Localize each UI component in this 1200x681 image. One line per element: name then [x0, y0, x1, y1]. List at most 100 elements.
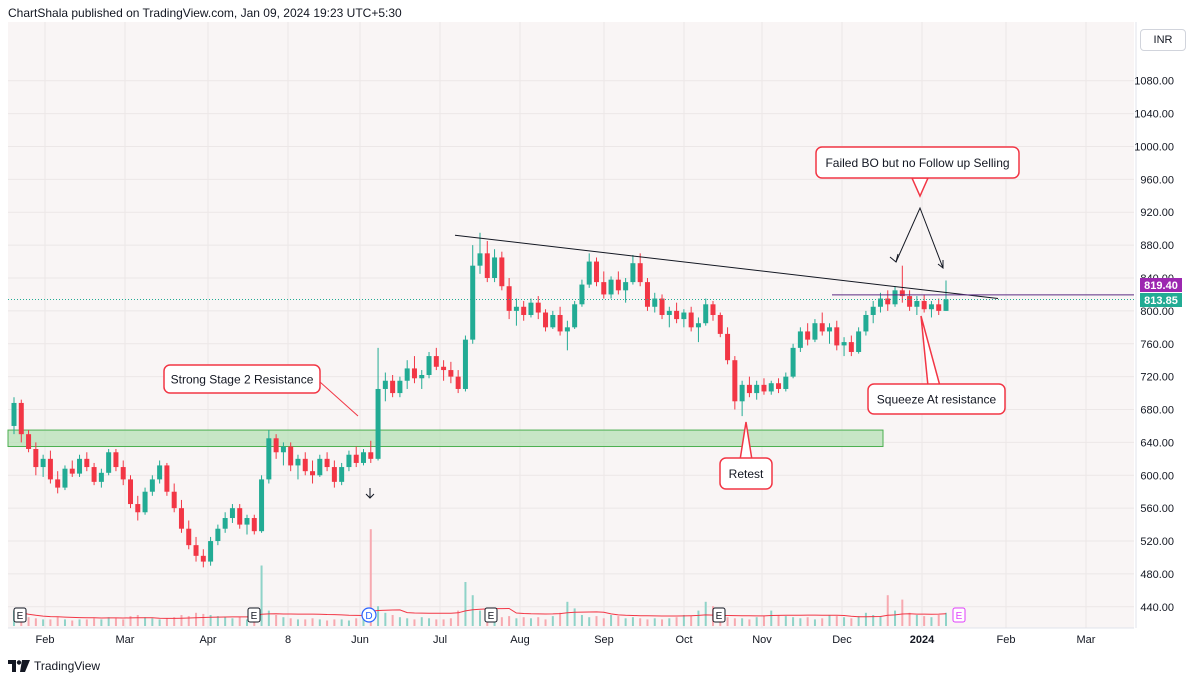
- volume-bar: [20, 615, 23, 626]
- volume-bar: [347, 620, 350, 626]
- volume-bar: [224, 617, 227, 626]
- volume-bar: [690, 616, 693, 626]
- volume-bar: [195, 612, 198, 626]
- candle-body: [295, 458, 301, 466]
- volume-bar: [741, 618, 744, 626]
- volume-bar: [49, 619, 52, 626]
- candle-body: [128, 479, 133, 505]
- candle-body: [492, 257, 498, 278]
- volume-bar: [136, 615, 139, 626]
- annotation-text: Failed BO but no Follow up Selling: [825, 156, 1009, 170]
- volume-bar: [129, 616, 132, 626]
- volume-bar: [56, 617, 59, 626]
- candle-body: [106, 452, 112, 473]
- currency-button[interactable]: INR: [1140, 29, 1186, 51]
- volume-bar: [275, 615, 278, 626]
- price-axis-label: 680.00: [1140, 405, 1174, 417]
- volume-value: 291.418K: [32, 44, 80, 56]
- volume-bar: [799, 618, 802, 626]
- candle-body: [229, 508, 235, 519]
- time-axis-label: 8: [285, 634, 291, 646]
- annotation-text: Squeeze At resistance: [877, 393, 997, 407]
- volume-bar: [646, 619, 649, 626]
- volume-bar: [544, 619, 547, 626]
- volume-bar: [529, 618, 532, 626]
- candle-body: [608, 279, 614, 295]
- price-axis-label: 480.00: [1140, 569, 1174, 581]
- volume-bar: [216, 616, 219, 626]
- change-value: +16.35 (+2.05%): [281, 29, 364, 41]
- candle-body: [208, 541, 214, 562]
- price-axis-label: 760.00: [1140, 339, 1174, 351]
- candle-body: [237, 508, 243, 525]
- candle-body: [877, 298, 883, 307]
- volume-bar: [930, 617, 933, 626]
- candle-body: [899, 290, 905, 297]
- candle-body: [841, 342, 847, 346]
- candle-body: [419, 374, 425, 379]
- candle-body: [404, 368, 410, 381]
- candle-body: [149, 479, 155, 492]
- price-axis-label: 800.00: [1140, 306, 1174, 318]
- candle-body: [135, 504, 141, 513]
- candle-body: [251, 518, 257, 532]
- time-axis-label: Jun: [351, 634, 369, 646]
- candle-body: [681, 312, 687, 320]
- open-value: 800.05: [112, 29, 147, 41]
- price-label-text: 819.40: [1144, 280, 1178, 292]
- time-axis-label: Nov: [752, 634, 772, 646]
- annotation-pointer: [739, 421, 753, 461]
- volume-bar: [173, 617, 176, 626]
- price-axis-label: 520.00: [1140, 536, 1174, 548]
- volume-bar: [85, 619, 88, 626]
- volume-bar: [762, 616, 765, 626]
- volume-bar: [624, 618, 627, 626]
- earnings-marker-icon: [484, 607, 498, 623]
- price-axis-label: 1080.00: [1134, 76, 1174, 88]
- volume-bar: [42, 619, 45, 626]
- candle-body: [390, 380, 396, 394]
- dividend-marker-icon: [361, 607, 377, 623]
- volume-bar: [522, 617, 525, 626]
- volume-bar: [406, 618, 409, 626]
- candle-body: [892, 290, 898, 305]
- volume-bar: [784, 616, 787, 626]
- candle-body: [375, 388, 381, 459]
- volume-bar: [588, 617, 591, 626]
- volume-bar: [566, 601, 569, 626]
- candle-body: [346, 454, 352, 468]
- volume-bar: [668, 618, 671, 626]
- price-label-badge: [1140, 278, 1182, 292]
- candle-body: [557, 314, 563, 332]
- volume-bar: [835, 616, 838, 626]
- candle-body: [644, 282, 650, 307]
- annotation-text: Strong Stage 2 Resistance: [171, 373, 314, 387]
- price-axis-label: 1000.00: [1134, 141, 1174, 153]
- volume-bar: [508, 616, 511, 626]
- volume-bar: [537, 617, 540, 626]
- time-axis-label: Feb: [997, 634, 1016, 646]
- volume-bar: [748, 619, 751, 626]
- volume-bar: [639, 618, 642, 626]
- volume-bar: [71, 620, 74, 626]
- candle-body: [594, 261, 599, 283]
- volume-bar: [420, 617, 423, 626]
- candle-body: [222, 518, 228, 529]
- annotation-callout: [815, 146, 1020, 179]
- volume-bar: [945, 612, 947, 626]
- candle-body: [273, 438, 279, 453]
- volume-bar: [457, 610, 460, 626]
- volume-bar: [165, 618, 168, 626]
- candle-body: [441, 366, 447, 371]
- close-value: 813.85: [244, 29, 279, 41]
- low-value: 800.05: [199, 29, 234, 41]
- volume-label: Vol: [14, 44, 30, 56]
- volume-bar: [886, 595, 889, 626]
- candle-body: [186, 528, 192, 546]
- volume-bar: [806, 617, 809, 626]
- candle-body: [411, 368, 417, 379]
- volume-bar: [100, 619, 103, 626]
- volume-bar: [362, 617, 365, 626]
